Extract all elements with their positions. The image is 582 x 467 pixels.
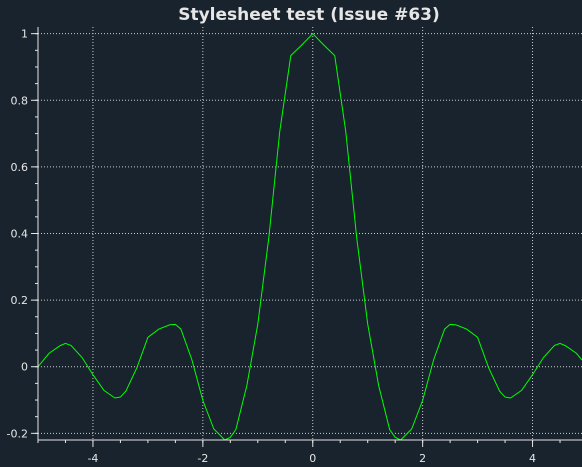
y-tick-label: -0.2 (7, 427, 28, 440)
y-tick-label: 0.8 (11, 94, 29, 107)
chart-title: Stylesheet test (Issue #63) (178, 5, 440, 25)
x-tick-label: 0 (309, 452, 316, 465)
y-tick-label: 0 (21, 361, 28, 374)
x-tick-label: 4 (529, 452, 536, 465)
x-tick-label: -2 (197, 452, 208, 465)
x-tick-label: 2 (419, 452, 426, 465)
y-tick-label: 0.2 (11, 294, 29, 307)
y-tick-label: 1 (21, 28, 28, 41)
axis-layer: -4 -2 0 2 4 -0.2 0 0.2 0.4 0.6 0.8 1 (7, 27, 582, 465)
y-tick-label: 0.4 (11, 228, 29, 241)
x-tick-label: -4 (87, 452, 98, 465)
grid-layer (38, 27, 582, 440)
series-layer (37, 32, 582, 441)
y-tick-label: 0.6 (11, 161, 29, 174)
series-line (37, 32, 582, 441)
